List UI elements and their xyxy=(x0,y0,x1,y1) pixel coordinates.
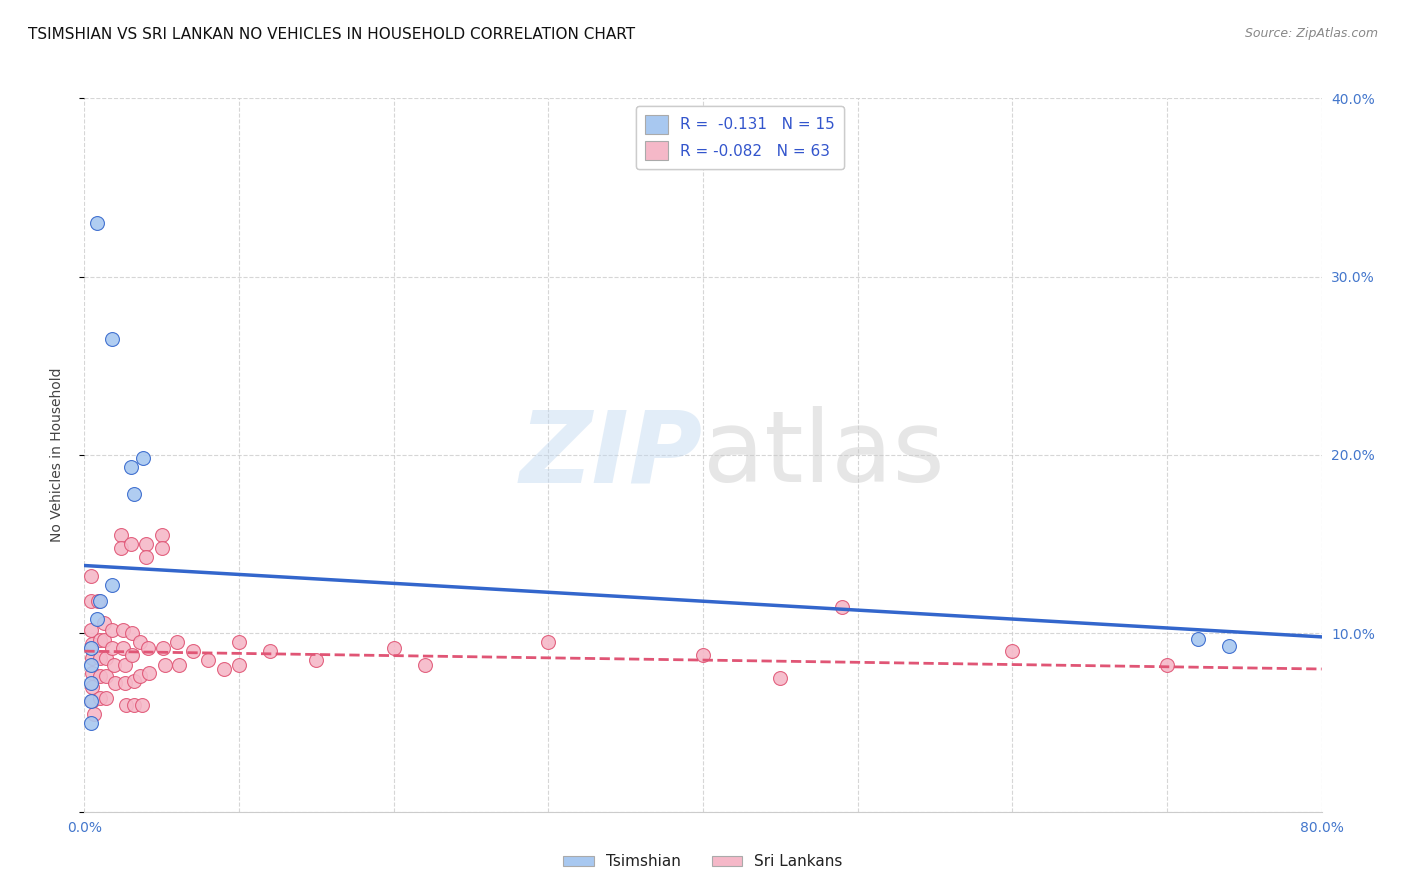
Point xyxy=(769,671,792,685)
Point xyxy=(212,662,235,676)
Point xyxy=(93,615,115,630)
Point xyxy=(413,658,436,673)
Point xyxy=(79,623,101,637)
Point xyxy=(103,658,125,673)
Point xyxy=(101,332,124,346)
Point xyxy=(112,623,135,637)
Point xyxy=(87,594,110,608)
Point xyxy=(150,528,173,542)
Point xyxy=(114,658,136,673)
Point xyxy=(112,640,135,655)
Point xyxy=(153,658,176,673)
Point xyxy=(382,640,405,655)
Point xyxy=(82,680,104,694)
Point xyxy=(104,676,127,690)
Point xyxy=(114,676,136,690)
Point xyxy=(121,626,143,640)
Point xyxy=(1156,658,1178,673)
Point xyxy=(101,640,124,655)
Point xyxy=(79,715,101,730)
Point xyxy=(83,706,105,721)
Point xyxy=(89,633,111,648)
Point xyxy=(121,648,143,662)
Point xyxy=(79,640,101,655)
Point xyxy=(86,216,108,230)
Point xyxy=(132,451,155,466)
Point xyxy=(89,669,111,683)
Point xyxy=(692,648,714,662)
Point xyxy=(93,633,115,648)
Point xyxy=(82,694,104,708)
Point xyxy=(1001,644,1024,658)
Point xyxy=(89,651,111,665)
Point xyxy=(122,674,145,689)
Point xyxy=(537,635,560,649)
Point xyxy=(152,640,174,655)
Text: Source: ZipAtlas.com: Source: ZipAtlas.com xyxy=(1244,27,1378,40)
Point xyxy=(94,669,117,683)
Point xyxy=(136,640,159,655)
Legend: Tsimshian, Sri Lankans: Tsimshian, Sri Lankans xyxy=(557,848,849,875)
Point xyxy=(101,623,124,637)
Point xyxy=(135,549,157,564)
Point xyxy=(129,669,152,683)
Point xyxy=(82,637,104,651)
Point xyxy=(120,460,142,475)
Point xyxy=(110,541,132,555)
Point xyxy=(138,665,160,680)
Point xyxy=(831,599,853,614)
Point xyxy=(166,635,188,649)
Point xyxy=(79,676,101,690)
Point xyxy=(181,644,204,658)
Point xyxy=(94,690,117,705)
Point xyxy=(82,665,104,680)
Point xyxy=(122,698,145,712)
Point xyxy=(228,658,250,673)
Point xyxy=(89,594,111,608)
Point xyxy=(79,594,101,608)
Y-axis label: No Vehicles in Household: No Vehicles in Household xyxy=(49,368,63,542)
Point xyxy=(120,537,142,551)
Point xyxy=(79,658,101,673)
Text: atlas: atlas xyxy=(703,407,945,503)
Point xyxy=(259,644,281,658)
Point xyxy=(167,658,190,673)
Point xyxy=(115,698,138,712)
Point xyxy=(94,651,117,665)
Point xyxy=(1187,632,1209,646)
Point xyxy=(129,635,152,649)
Point xyxy=(86,612,108,626)
Point xyxy=(101,578,124,592)
Point xyxy=(79,569,101,583)
Text: TSIMSHIAN VS SRI LANKAN NO VEHICLES IN HOUSEHOLD CORRELATION CHART: TSIMSHIAN VS SRI LANKAN NO VEHICLES IN H… xyxy=(28,27,636,42)
Text: ZIP: ZIP xyxy=(520,407,703,503)
Point xyxy=(89,690,111,705)
Legend: R =  -0.131   N = 15, R = -0.082   N = 63: R = -0.131 N = 15, R = -0.082 N = 63 xyxy=(636,106,844,169)
Point xyxy=(131,698,153,712)
Point xyxy=(79,694,101,708)
Point xyxy=(1218,639,1240,653)
Point xyxy=(150,541,173,555)
Point xyxy=(305,653,328,667)
Point xyxy=(82,651,104,665)
Point xyxy=(135,537,157,551)
Point xyxy=(228,635,250,649)
Point xyxy=(197,653,219,667)
Point xyxy=(122,487,145,501)
Point xyxy=(110,528,132,542)
